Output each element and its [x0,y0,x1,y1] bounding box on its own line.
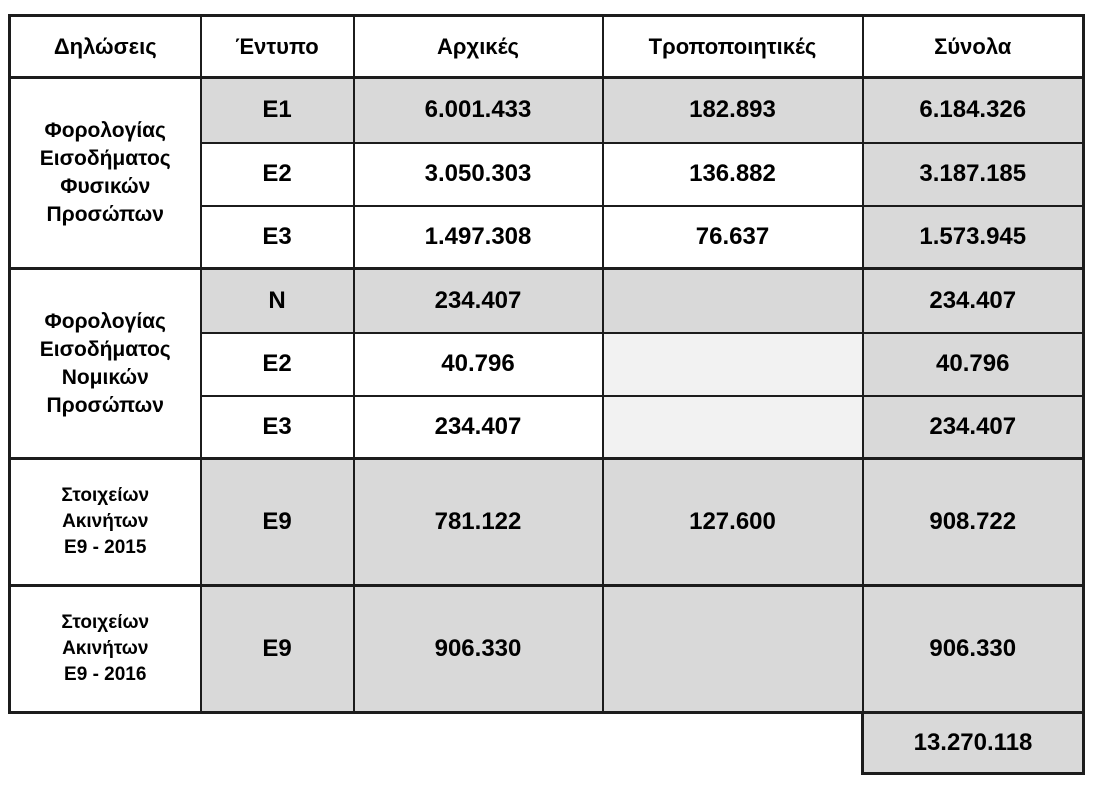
total-cell: 908.722 [861,457,1085,587]
header-declarations: Δηλώσεις [8,14,202,79]
amending-cell: 76.637 [601,204,864,270]
group-label-personal-income: Φορολογίας Εισοδήματος Φυσικών Προσώπων [8,76,202,270]
header-form: Έντυπο [199,14,355,79]
amending-cell: 136.882 [601,141,864,207]
initial-cell: 6.001.433 [352,76,604,144]
amending-cell [601,584,864,714]
group-label-line: Προσώπων [46,393,164,417]
total-cell: 3.187.185 [861,141,1085,207]
total-cell: 234.407 [861,267,1085,334]
initial-cell: 234.407 [352,394,604,460]
initial-cell: 3.050.303 [352,141,604,207]
table-row: E2 40.796 40.796 [10,331,1085,397]
group-label-line: Στοιχείων [61,485,150,506]
form-cell: E3 [199,394,355,460]
group-label-legal-income: Φορολογίας Εισοδήματος Νομικών Προσώπων [8,267,202,460]
initial-cell: 906.330 [352,584,604,714]
total-cell: 1.573.945 [861,204,1085,270]
total-cell: 234.407 [861,394,1085,460]
header-initial: Αρχικές [352,14,604,79]
group-label-line: Φορολογίας [44,119,166,142]
grand-total-cell: 13.270.118 [861,711,1085,775]
spacer-cell [9,712,863,774]
total-cell: 906.330 [861,584,1085,714]
amending-cell [601,394,864,460]
total-cell: 40.796 [861,331,1085,397]
table-row: E3 1.497.308 76.637 1.573.945 [10,204,1085,270]
group-label-line: Φορολογίας [44,309,166,333]
form-cell: E9 [199,457,355,587]
amending-cell: 127.600 [601,457,864,587]
group-label-line: Φυσικών [60,175,151,198]
amending-cell: 182.893 [601,76,864,144]
form-cell: E2 [199,331,355,397]
table-row: Στοιχείων Ακινήτων Ε9 - 2016 E9 906.330 … [8,584,1085,714]
table-row: E3 234.407 234.407 [10,394,1085,460]
initial-cell: 1.497.308 [352,204,604,270]
group-label-line: Ε9 - 2016 [64,664,147,685]
group-label-line: Εισοδήματος [39,147,171,170]
initial-cell: 234.407 [352,267,604,334]
header-amending: Τροποποιητικές [601,14,864,79]
group-label-line: Ακινήτων [62,638,149,659]
form-cell: N [199,267,355,334]
grand-total-row: 13.270.118 [9,711,1085,775]
group-label-line: Ακινήτων [62,511,149,532]
form-cell: E1 [199,76,355,144]
form-cell: E9 [199,584,355,714]
form-cell: E3 [199,204,355,270]
group-label-line: Νομικών [61,365,149,389]
initial-cell: 781.122 [352,457,604,587]
table-row: Στοιχείων Ακινήτων Ε9 - 2015 E9 781.122 … [8,457,1085,587]
total-cell: 6.184.326 [861,76,1085,144]
initial-cell: 40.796 [352,331,604,397]
table-row: Φορολογίας Εισοδήματος Νομικών Προσώπων … [8,267,1085,460]
form-cell: E2 [199,141,355,207]
group-label-line: Ε9 - 2015 [64,537,147,558]
group-label-e9-2016: Στοιχείων Ακινήτων Ε9 - 2016 [8,584,202,714]
group-label-e9-2015: Στοιχείων Ακινήτων Ε9 - 2015 [8,457,202,587]
header-row: Δηλώσεις Έντυπο Αρχικές Τροποποιητικές Σ… [8,14,1085,79]
group-label-line: Προσώπων [46,203,164,226]
header-totals: Σύνολα [861,14,1085,79]
table-row: E2 3.050.303 136.882 3.187.185 [10,141,1085,207]
group-label-line: Στοιχείων [61,612,150,633]
declarations-table: Δηλώσεις Έντυπο Αρχικές Τροποποιητικές Σ… [8,14,1085,775]
amending-cell [601,267,864,334]
amending-cell [601,331,864,397]
table-row: Φορολογίας Εισοδήματος Φυσικών Προσώπων … [8,76,1085,270]
group-label-line: Εισοδήματος [39,337,171,361]
